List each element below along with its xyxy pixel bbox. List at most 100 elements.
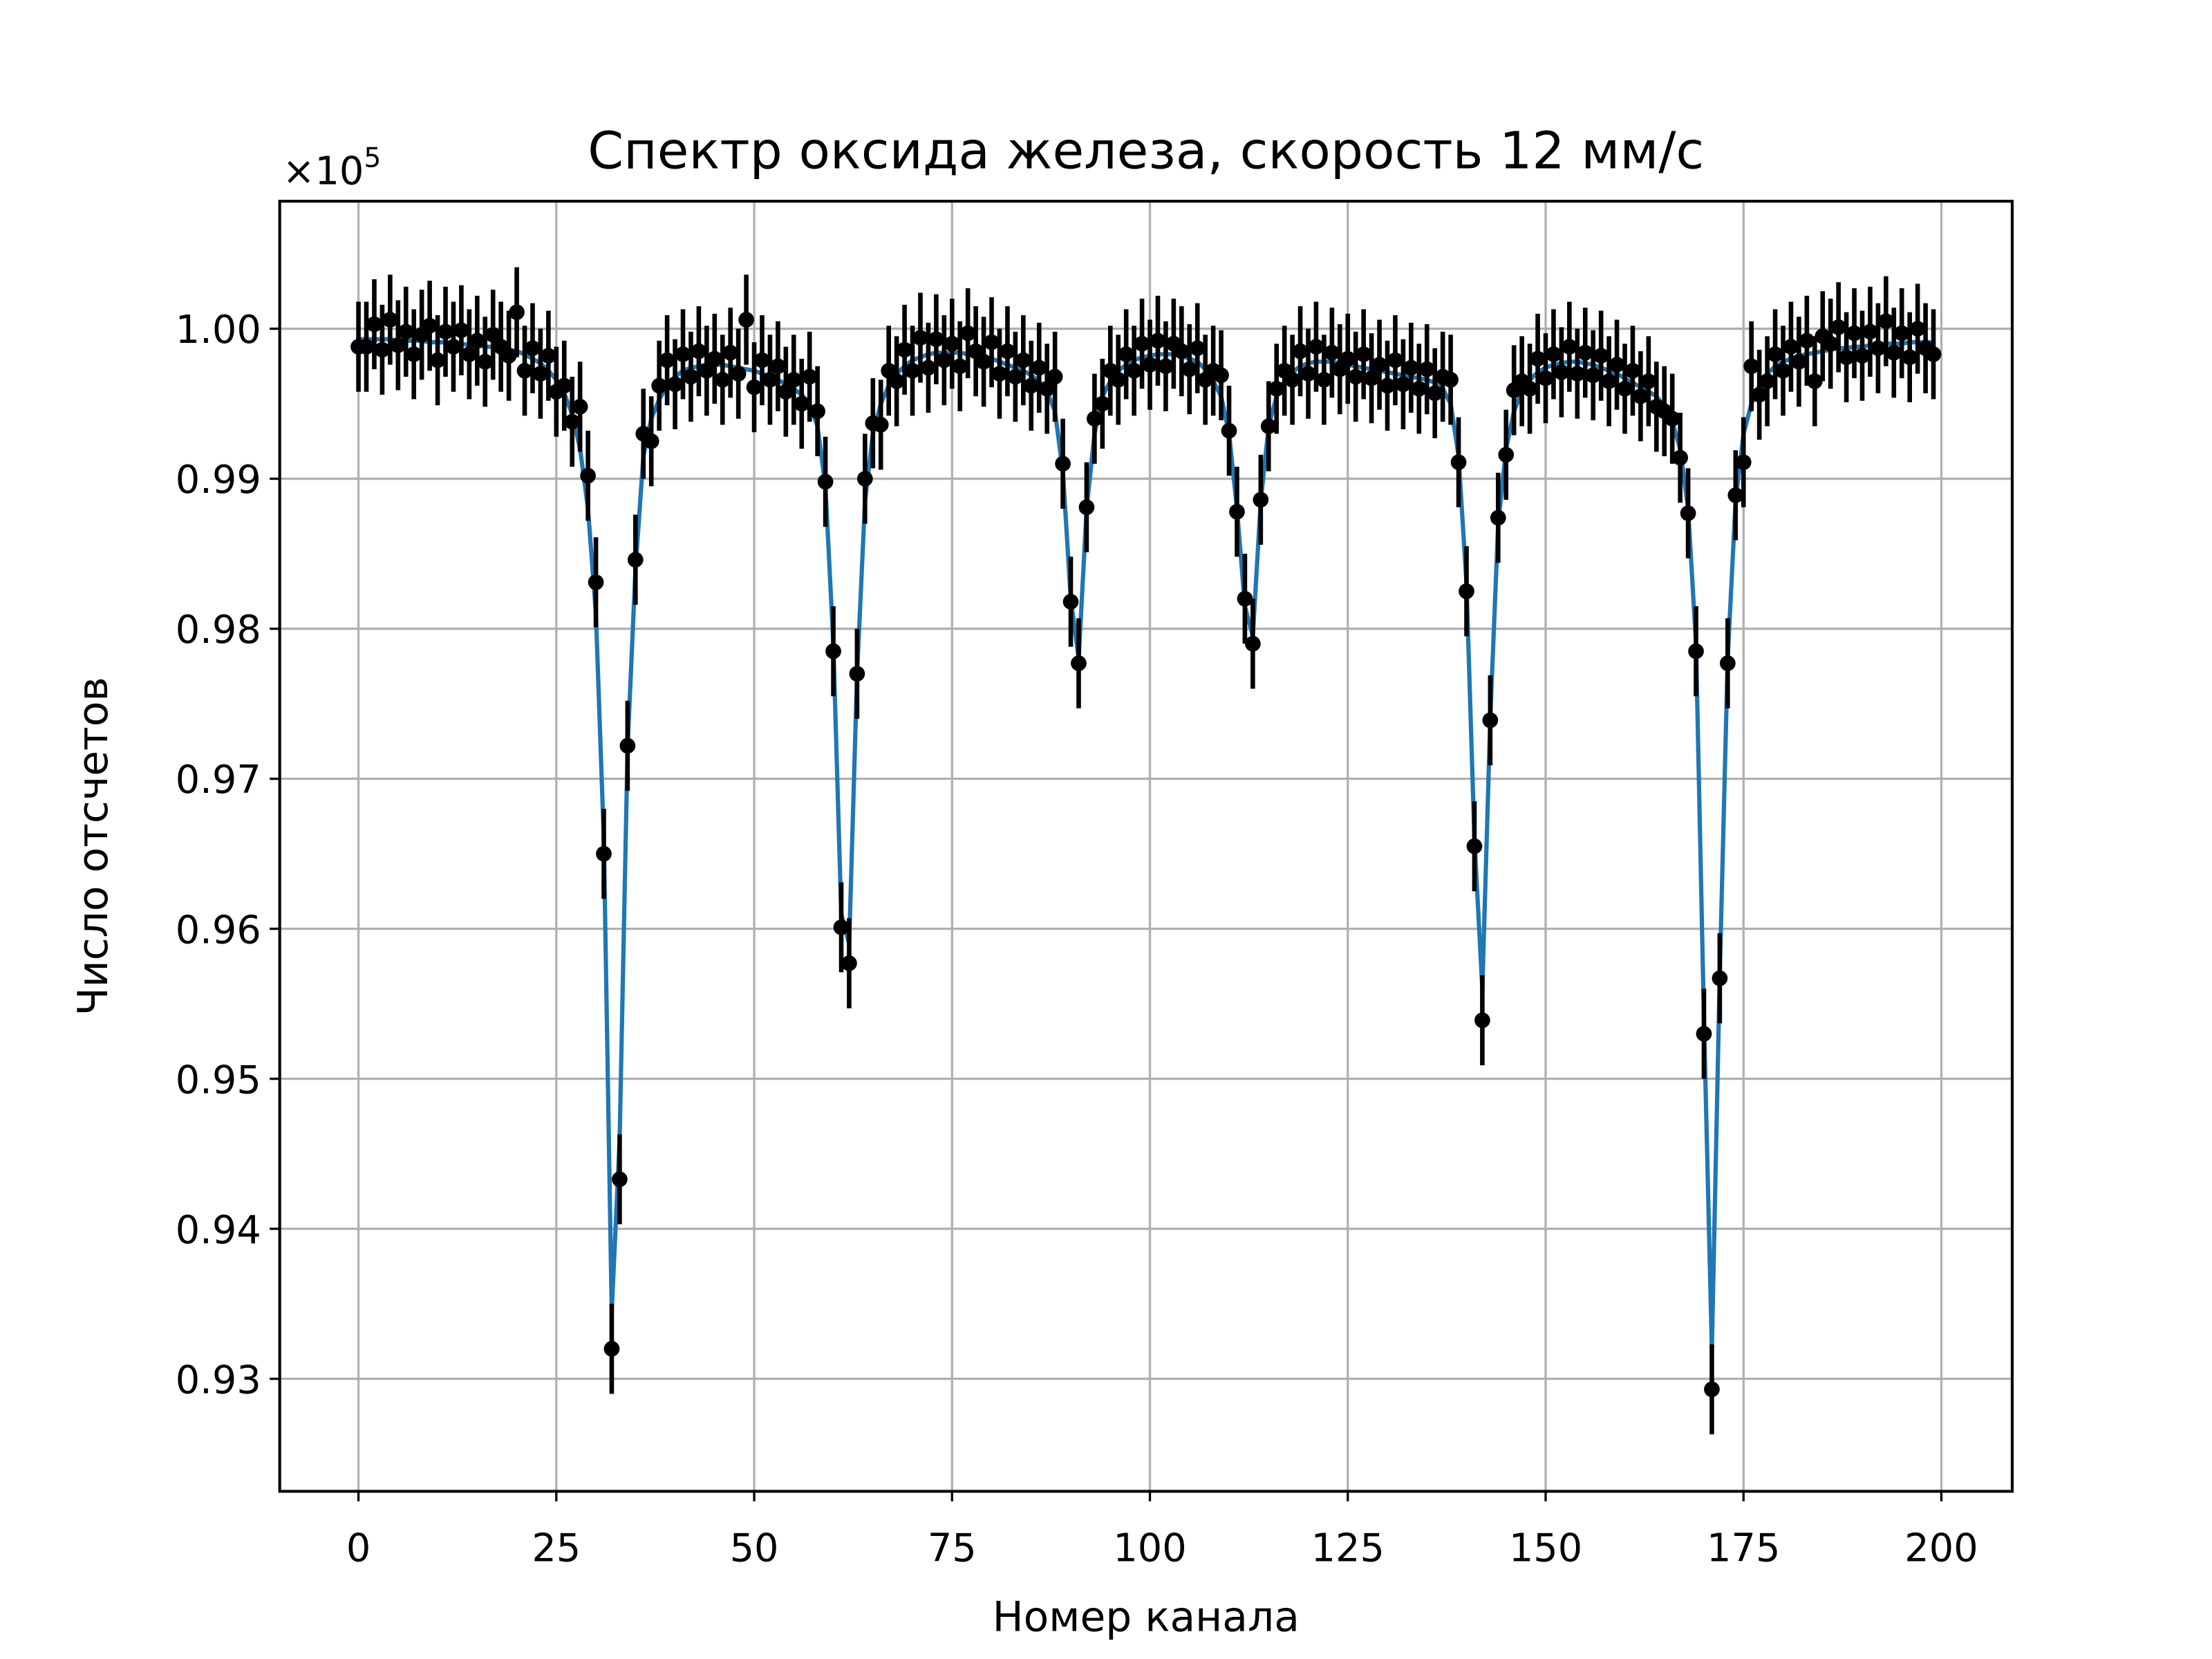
data-point: [691, 343, 707, 359]
data-point: [1759, 373, 1775, 389]
data-point: [1229, 503, 1245, 520]
data-point: [683, 368, 699, 385]
data-point: [1173, 343, 1190, 359]
data-point: [1854, 348, 1871, 364]
x-tick-label: 100: [1113, 1526, 1186, 1571]
data-point: [1546, 346, 1562, 362]
data-point: [1688, 643, 1704, 659]
data-point: [1743, 358, 1760, 375]
data-point: [651, 377, 668, 394]
data-point: [1601, 373, 1617, 389]
x-axis-label: Номер канала: [993, 1593, 1300, 1642]
data-point: [1260, 418, 1277, 434]
data-point: [952, 358, 968, 375]
plot-marks: [350, 267, 1942, 1434]
data-point: [1553, 364, 1570, 380]
data-point: [1569, 366, 1586, 382]
data-point: [1000, 343, 1015, 359]
data-point: [1862, 324, 1878, 340]
data-point: [817, 474, 834, 490]
data-point: [1245, 635, 1261, 652]
data-point: [936, 352, 953, 368]
data-point: [1562, 339, 1577, 355]
data-point: [1704, 1381, 1720, 1398]
data-point: [730, 366, 747, 382]
data-point: [897, 341, 912, 358]
data-point: [1719, 655, 1736, 671]
y-tick-label: 0.95: [176, 1058, 261, 1103]
x-tick-label: 75: [928, 1526, 977, 1571]
data-point: [1181, 361, 1198, 377]
x-tick-label: 50: [730, 1526, 779, 1571]
data-point: [1078, 499, 1095, 516]
data-point: [1047, 368, 1063, 385]
data-point: [1521, 381, 1538, 397]
data-point: [1347, 368, 1364, 385]
data-point: [928, 331, 944, 348]
data-point: [1680, 505, 1696, 521]
data-point: [1118, 346, 1134, 362]
data-point: [374, 341, 391, 358]
data-point: [1474, 1012, 1490, 1029]
data-point: [366, 316, 382, 332]
data-point: [659, 352, 675, 368]
data-point: [1783, 339, 1799, 355]
data-point: [778, 384, 794, 400]
data-point: [1237, 590, 1253, 607]
data-point: [920, 359, 937, 376]
data-point: [1530, 350, 1546, 367]
data-point: [643, 433, 659, 449]
data-point: [358, 339, 375, 355]
data-point: [1799, 332, 1815, 349]
data-point: [564, 413, 581, 430]
data-point: [667, 376, 683, 393]
data-point: [461, 346, 478, 362]
data-points: [350, 267, 1942, 1434]
y-tick-label: 0.93: [176, 1358, 261, 1403]
data-point: [1221, 422, 1237, 439]
data-point: [1300, 366, 1316, 382]
data-point: [888, 373, 905, 389]
data-point: [580, 467, 596, 484]
data-point: [1150, 332, 1166, 349]
data-point: [1498, 447, 1515, 463]
data-point: [1870, 340, 1886, 357]
data-point: [1624, 362, 1641, 379]
data-point: [746, 379, 762, 395]
data-point: [1094, 395, 1111, 412]
x-tick-label: 175: [1707, 1526, 1780, 1571]
data-point: [397, 324, 414, 340]
data-point: [1418, 361, 1435, 377]
data-point: [1909, 321, 1926, 337]
data-point: [1585, 367, 1602, 384]
data-point: [1806, 373, 1823, 389]
data-point: [1886, 344, 1902, 361]
data-point: [1490, 509, 1506, 526]
data-point: [698, 362, 715, 379]
data-point: [1459, 583, 1474, 599]
data-point: [1340, 350, 1356, 367]
x-tick-label: 125: [1311, 1526, 1385, 1571]
data-point: [770, 358, 786, 375]
data-point: [1672, 449, 1689, 466]
data-point: [572, 399, 588, 415]
data-point: [1609, 357, 1625, 373]
data-point: [975, 353, 992, 370]
data-point: [1007, 368, 1024, 385]
data-point: [596, 845, 612, 862]
data-point: [1727, 487, 1744, 503]
x-tick-label: 0: [346, 1526, 371, 1571]
data-point: [794, 395, 810, 412]
axes: 0 25 50 75 100 125 150 175 200 0.93 0.94 0.95 0.96 0.…: [176, 308, 1978, 1571]
data-point: [453, 322, 469, 339]
y-tick-label: 0.97: [176, 758, 261, 803]
data-point: [1466, 838, 1483, 854]
data-point: [1633, 388, 1649, 404]
data-point: [1696, 1026, 1712, 1042]
data-point: [833, 919, 850, 935]
chart-title: Спектр оксида железа, скорость 12 мм/с: [588, 121, 1704, 181]
data-point: [1213, 367, 1229, 384]
data-point: [532, 366, 549, 382]
data-point: [612, 1171, 628, 1188]
data-point: [1664, 411, 1680, 427]
